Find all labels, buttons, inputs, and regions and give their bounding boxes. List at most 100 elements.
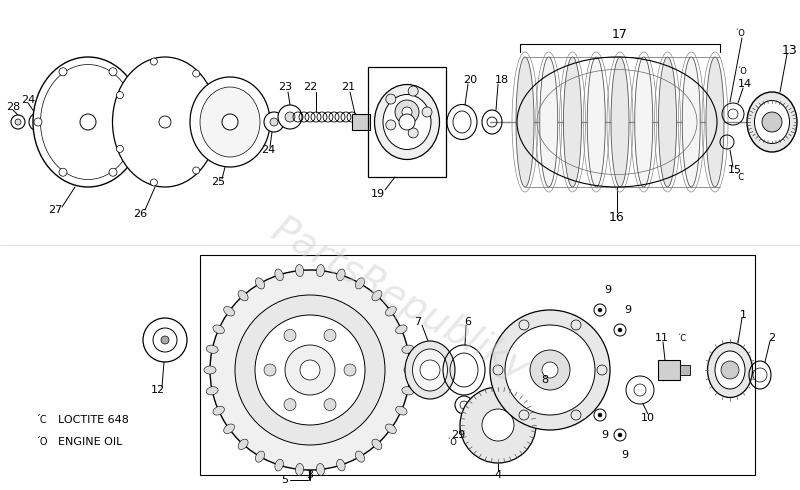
Circle shape [420, 360, 440, 380]
Ellipse shape [611, 57, 629, 187]
Text: 21: 21 [341, 82, 355, 92]
Text: 1: 1 [739, 310, 746, 320]
Circle shape [505, 325, 595, 415]
Text: LOCTITE 648: LOCTITE 648 [58, 415, 129, 425]
Circle shape [270, 118, 278, 126]
Circle shape [399, 114, 415, 130]
Text: 10: 10 [641, 413, 655, 423]
Text: 4: 4 [494, 470, 502, 480]
Ellipse shape [516, 57, 534, 187]
Circle shape [285, 112, 295, 122]
Bar [658, 360, 680, 380]
Text: 24: 24 [261, 145, 275, 155]
Circle shape [402, 107, 412, 117]
Text: 27: 27 [48, 205, 62, 215]
Circle shape [109, 68, 117, 76]
Ellipse shape [200, 87, 260, 157]
Text: 13: 13 [782, 44, 798, 56]
Circle shape [285, 345, 335, 395]
Ellipse shape [113, 57, 218, 187]
Text: 12: 12 [151, 385, 165, 395]
Text: 5: 5 [282, 475, 289, 485]
Text: ´C: ´C [735, 172, 745, 181]
Circle shape [598, 413, 602, 417]
Ellipse shape [402, 345, 414, 353]
Text: 9: 9 [625, 305, 631, 315]
Circle shape [422, 107, 432, 117]
Ellipse shape [255, 451, 265, 462]
Ellipse shape [206, 387, 218, 395]
Ellipse shape [386, 306, 396, 316]
Text: ´O: ´O [737, 68, 747, 76]
Ellipse shape [255, 278, 265, 289]
Text: 11: 11 [655, 333, 669, 343]
Bar [352, 114, 370, 130]
Circle shape [542, 362, 558, 378]
Circle shape [408, 128, 418, 138]
Circle shape [29, 113, 47, 131]
Circle shape [530, 350, 570, 390]
Text: 9: 9 [605, 285, 611, 295]
Ellipse shape [386, 424, 396, 434]
Circle shape [193, 167, 200, 174]
Ellipse shape [213, 325, 224, 334]
Text: 15: 15 [728, 165, 742, 175]
Circle shape [278, 105, 302, 129]
Ellipse shape [658, 57, 677, 187]
Text: 18: 18 [495, 75, 509, 85]
Text: 7: 7 [414, 317, 422, 327]
Circle shape [460, 387, 536, 463]
Text: 8: 8 [542, 375, 549, 385]
Text: 23: 23 [278, 82, 292, 92]
Circle shape [618, 433, 622, 437]
Circle shape [395, 100, 419, 124]
Ellipse shape [706, 57, 724, 187]
Ellipse shape [33, 57, 143, 187]
Text: 29: 29 [451, 430, 465, 440]
Text: ´C: ´C [35, 415, 46, 425]
Ellipse shape [404, 366, 416, 374]
Circle shape [324, 399, 336, 411]
Circle shape [344, 364, 356, 376]
Text: 9: 9 [602, 430, 609, 440]
Ellipse shape [317, 464, 325, 475]
Ellipse shape [206, 345, 218, 353]
Circle shape [490, 310, 610, 430]
Ellipse shape [754, 100, 790, 144]
Text: 19: 19 [371, 189, 385, 199]
Circle shape [150, 58, 158, 65]
Ellipse shape [275, 459, 283, 471]
Circle shape [386, 94, 396, 104]
Ellipse shape [396, 325, 407, 334]
Ellipse shape [204, 366, 216, 374]
Text: 24: 24 [21, 95, 35, 105]
Ellipse shape [405, 341, 455, 399]
Ellipse shape [275, 269, 283, 281]
Text: 16: 16 [609, 211, 625, 223]
Circle shape [235, 295, 385, 445]
Text: 28: 28 [6, 102, 20, 112]
Ellipse shape [238, 439, 248, 449]
Text: 6: 6 [465, 317, 471, 327]
Bar [200, 255, 755, 475]
Ellipse shape [634, 57, 653, 187]
Text: 2: 2 [769, 333, 775, 343]
Ellipse shape [224, 424, 234, 434]
Ellipse shape [372, 291, 382, 301]
Text: ´O: ´O [446, 438, 458, 446]
Text: 25: 25 [211, 177, 225, 187]
Text: ´O: ´O [35, 437, 47, 447]
Circle shape [109, 168, 117, 176]
Circle shape [264, 364, 276, 376]
Circle shape [284, 329, 296, 342]
Text: ENGINE OIL: ENGINE OIL [58, 437, 122, 447]
Ellipse shape [372, 439, 382, 449]
Ellipse shape [317, 265, 325, 276]
Circle shape [59, 168, 67, 176]
Ellipse shape [587, 57, 606, 187]
Circle shape [117, 146, 123, 152]
Ellipse shape [41, 65, 135, 179]
Ellipse shape [707, 343, 753, 397]
Circle shape [284, 399, 296, 411]
Ellipse shape [540, 57, 558, 187]
